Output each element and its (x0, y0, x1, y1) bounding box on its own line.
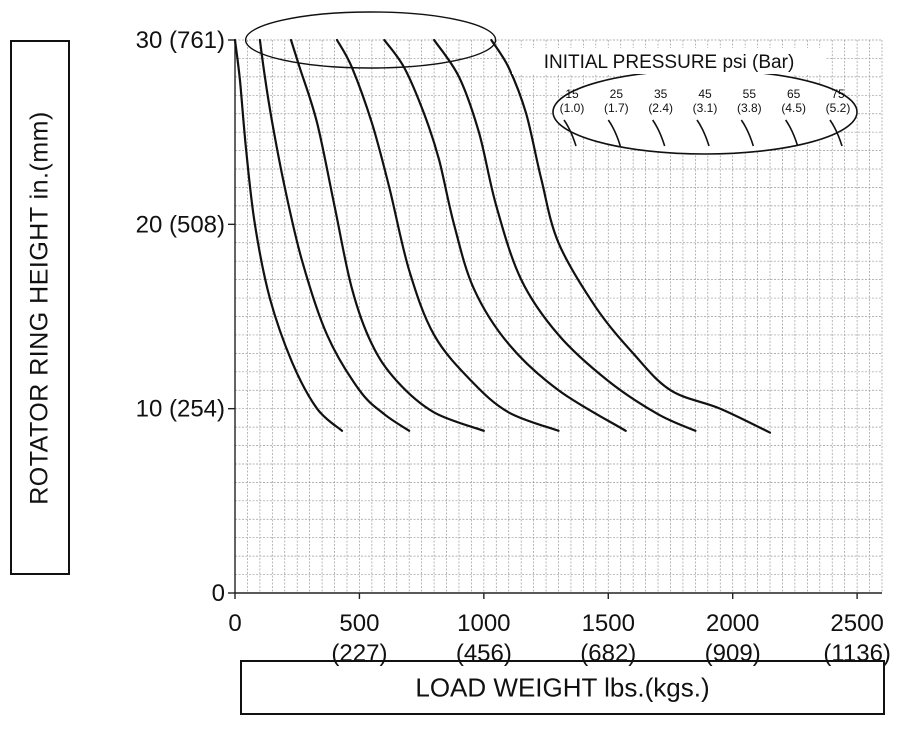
legend-bar-label: (4.5) (781, 101, 806, 115)
legend-title-bg (512, 48, 826, 74)
y-tick-label: 0 (212, 580, 225, 607)
x-axis-label: LOAD WEIGHT lbs.(kgs.) (415, 672, 710, 702)
legend-sample-line (740, 119, 755, 147)
x-tick-label: 2500 (830, 610, 883, 637)
series-curve-4 (335, 38, 560, 432)
legend-psi-label: 55 (743, 87, 757, 101)
legend-sample-line (785, 119, 799, 147)
series-curve-5 (383, 38, 627, 432)
legend-bar-label: (5.2) (826, 101, 851, 115)
legend-bar-label: (3.8) (737, 101, 762, 115)
legend-sample-line (563, 119, 577, 147)
x-tick-sublabel: (682) (580, 640, 636, 667)
x-tick-sublabel: (909) (705, 640, 761, 667)
series-curve-3 (289, 38, 485, 432)
legend-sample-line (829, 119, 843, 147)
series-curve-6 (433, 38, 697, 432)
annotations (244, 11, 497, 69)
x-tick-label: 0 (228, 610, 241, 637)
series-curve-1 (233, 38, 344, 432)
y-axis-label-box: ROTATOR RING HEIGHT in.(mm) (10, 40, 70, 575)
legend-bar-label: (1.0) (560, 101, 585, 115)
legend-psi-label: 65 (787, 87, 801, 101)
legend-bar-label: (1.7) (604, 101, 629, 115)
top-ellipse (244, 11, 497, 69)
legend-bar-label: (2.4) (648, 101, 673, 115)
legend-sample-line (696, 119, 710, 147)
legend-psi-label: 75 (831, 87, 845, 101)
x-tick-label: 500 (339, 610, 379, 637)
legend-psi-label: 35 (654, 87, 668, 101)
series-curve-7 (490, 38, 772, 434)
x-tick-sublabel: (1136) (823, 640, 891, 667)
legend-bar-label: (3.1) (693, 101, 718, 115)
legend-psi-label: 45 (698, 87, 712, 101)
legend-psi-label: 25 (610, 87, 624, 101)
series-curves (233, 38, 772, 434)
y-tick-label: 20 (508) (136, 211, 225, 238)
x-tick-sublabel: (227) (331, 640, 387, 667)
y-tick-label: 10 (254) (136, 396, 225, 423)
legend-psi-label: 15 (565, 87, 579, 101)
axes: 0 10 (254) 20 (508) 30 (761) 0 500 (227) 1000 (4… (136, 27, 891, 667)
x-tick-label: 1000 (457, 610, 510, 637)
x-tick-sublabel: (456) (456, 640, 512, 667)
y-axis-label: ROTATOR RING HEIGHT in.(mm) (25, 110, 54, 505)
x-tick-label: 2000 (706, 610, 759, 637)
legend-sample-line (607, 119, 622, 147)
legend-sample-line (652, 119, 666, 147)
x-axis-label-box: LOAD WEIGHT lbs.(kgs.) (240, 660, 885, 715)
series-curve-2 (258, 38, 411, 432)
y-tick-label: 30 (761) (136, 27, 225, 54)
legend: INITIAL PRESSURE psi (Bar) 15(1.0) 25(1.7)… (512, 48, 858, 155)
legend-title: INITIAL PRESSURE psi (Bar) (544, 52, 795, 73)
x-tick-label: 1500 (582, 610, 635, 637)
